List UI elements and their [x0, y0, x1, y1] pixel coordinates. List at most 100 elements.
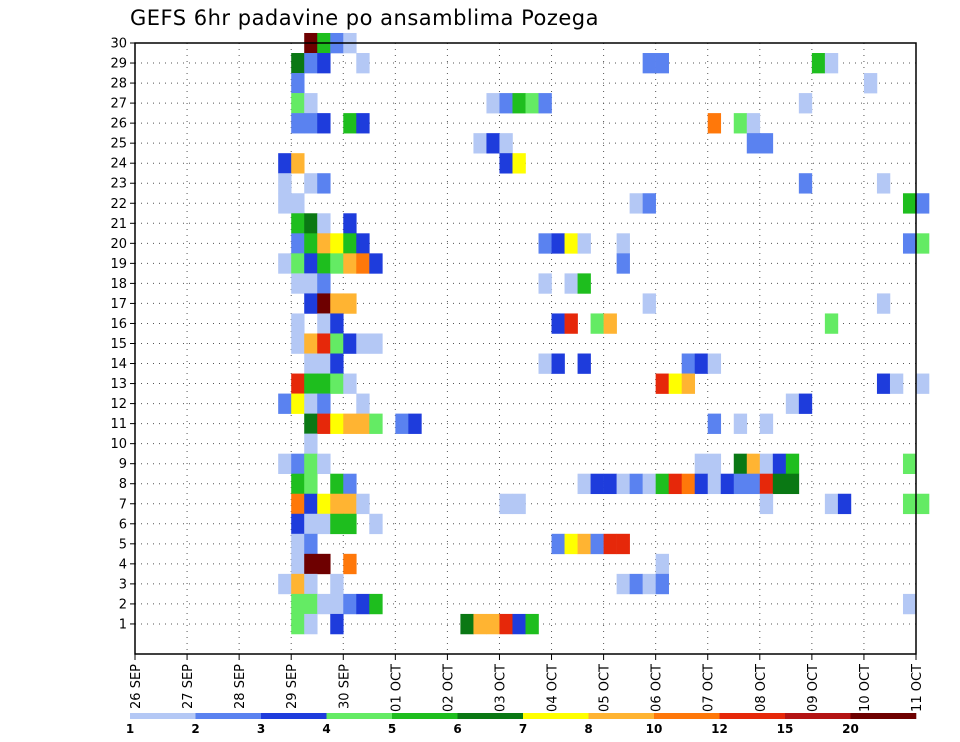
x-tick-label: 06 OCT: [650, 664, 665, 712]
heatmap-cell: [291, 373, 305, 394]
heatmap-cell: [902, 193, 917, 214]
heatmap-cell: [291, 153, 305, 174]
heatmap-cell: [356, 333, 370, 354]
heatmap-cell: [694, 473, 709, 495]
heatmap-cell: [304, 373, 318, 394]
heatmap-cell: [278, 153, 292, 174]
heatmap-cell: [668, 473, 682, 495]
heatmap-cell: [694, 453, 709, 475]
heatmap-cell: [551, 313, 565, 334]
heatmap-cell: [317, 333, 331, 354]
y-tick-label: 21: [110, 217, 127, 232]
heatmap-cell: [317, 213, 331, 234]
y-tick-label: 9: [119, 457, 127, 472]
heatmap-cell: [733, 413, 748, 434]
heatmap-cell: [291, 593, 305, 615]
y-tick-label: 18: [110, 277, 127, 292]
heatmap-cell: [369, 593, 383, 615]
heatmap-cell: [538, 353, 552, 374]
heatmap-cell: [291, 53, 305, 74]
heatmap-cell: [655, 373, 669, 394]
heatmap-cell: [538, 233, 552, 254]
heatmap-cell: [681, 473, 696, 495]
legend-swatch: [588, 713, 655, 719]
heatmap-cell: [655, 53, 669, 74]
heatmap-cell: [330, 353, 344, 374]
heatmap-cell: [668, 373, 682, 394]
y-tick-label: 23: [110, 177, 127, 192]
heatmap-cells: [278, 32, 930, 635]
heatmap-cell: [330, 253, 344, 274]
heatmap-cell: [824, 53, 839, 74]
heatmap-cell: [291, 573, 305, 595]
heatmap-cell: [317, 513, 331, 535]
legend-label: 20: [842, 722, 859, 736]
y-tick-label: 20: [110, 237, 127, 252]
y-tick-label: 1: [119, 617, 127, 632]
heatmap-cell: [304, 493, 318, 515]
heatmap-cell: [499, 613, 513, 635]
heatmap-cell: [343, 333, 357, 354]
y-tick-label: 11: [110, 417, 127, 432]
heatmap-cell: [733, 453, 748, 475]
heatmap-cell: [330, 313, 344, 334]
heatmap-cell: [291, 213, 305, 234]
heatmap-cell: [590, 473, 604, 495]
heatmap-cell: [356, 393, 370, 414]
heatmap-cell: [916, 373, 930, 394]
x-tick-label: 07 OCT: [702, 664, 717, 712]
legend-swatch: [850, 713, 917, 719]
heatmap-cell: [317, 293, 331, 314]
heatmap-cell: [460, 613, 474, 635]
heatmap-cell: [343, 373, 357, 394]
heatmap-cell: [785, 393, 800, 414]
legend-label: 1: [126, 722, 134, 736]
y-tick-label: 26: [110, 117, 127, 132]
heatmap-cell: [473, 133, 487, 154]
heatmap-cell: [759, 493, 774, 515]
x-tick-label: 30 SEP: [337, 664, 352, 709]
heatmap-cell: [629, 573, 643, 595]
heatmap-cell: [317, 313, 331, 334]
grid-lines: [135, 42, 916, 654]
heatmap-cell: [889, 373, 904, 394]
heatmap-cell: [655, 573, 669, 595]
heatmap-cell: [811, 53, 826, 74]
heatmap-cell: [304, 573, 318, 595]
heatmap-cell: [356, 593, 370, 615]
heatmap-cell: [916, 233, 930, 254]
legend-label: 3: [257, 722, 265, 736]
heatmap-cell: [707, 473, 722, 495]
heatmap-cell: [304, 273, 318, 294]
heatmap-cell: [512, 153, 526, 174]
heatmap-cell: [330, 373, 344, 394]
heatmap-cell: [317, 53, 331, 74]
heatmap-cell: [291, 553, 305, 575]
heatmap-cell: [304, 293, 318, 314]
heatmap-cell: [577, 353, 591, 374]
heatmap-cell: [330, 613, 344, 635]
heatmap-cell: [317, 413, 331, 434]
heatmap-cell: [902, 493, 917, 515]
heatmap-cell: [343, 233, 357, 254]
x-tick-label: 04 OCT: [546, 664, 561, 712]
heatmap-cell: [304, 453, 318, 475]
heatmap-cell: [304, 433, 318, 454]
y-tick-label: 8: [119, 477, 127, 492]
heatmap-cell: [304, 393, 318, 414]
y-tick-label: 15: [110, 337, 127, 352]
heatmap-cell: [356, 413, 370, 434]
heatmap-cell: [564, 233, 578, 254]
x-tick-label: 03 OCT: [493, 664, 508, 712]
heatmap-cell: [499, 93, 513, 114]
x-tick-label: 02 OCT: [441, 664, 456, 712]
heatmap-cell: [317, 393, 331, 414]
y-tick-label: 27: [110, 97, 127, 112]
heatmap-cell: [317, 233, 331, 254]
heatmap-cell: [746, 473, 761, 495]
heatmap-cell: [317, 453, 331, 475]
heatmap-cell: [304, 233, 318, 254]
heatmap-cell: [798, 393, 813, 414]
heatmap-cell: [551, 533, 565, 555]
y-tick-label: 22: [110, 197, 127, 212]
